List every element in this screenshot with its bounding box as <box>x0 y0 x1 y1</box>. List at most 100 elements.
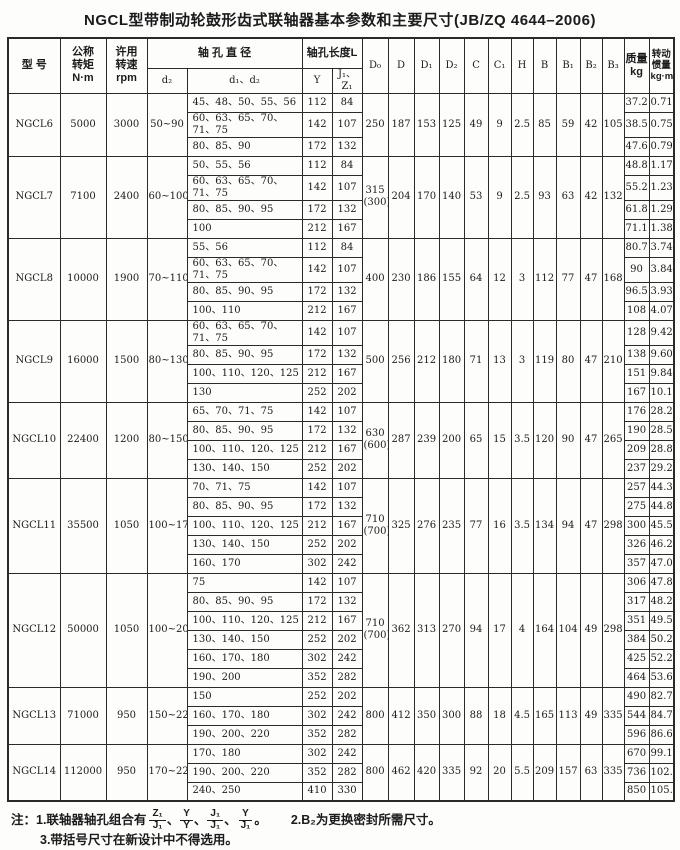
bore-list-cell: 80、85、90、95 <box>186 420 303 441</box>
dim-value-cell: 63 <box>555 155 581 239</box>
model-cell: NGCL6 <box>7 92 61 157</box>
mass-cell: 108 <box>623 300 650 321</box>
length-J1Z1-cell: 282 <box>331 667 363 688</box>
length-J1Z1-cell: 107 <box>331 401 363 422</box>
mass-cell: 90 <box>623 256 650 283</box>
dim-value-cell: 287 <box>387 401 415 479</box>
dim-value-cell: 298 <box>601 477 625 574</box>
length-J1Z1-cell: 202 <box>331 534 363 555</box>
length-Y-cell: 302 <box>301 553 333 574</box>
bore-list-cell: 160、170、180 <box>186 705 303 726</box>
length-J1Z1-cell: 107 <box>331 477 363 498</box>
torque-cell: 35500 <box>59 477 107 574</box>
dim-value-cell: 47 <box>579 319 603 403</box>
length-J1Z1-cell: 84 <box>331 155 363 176</box>
torque-cell: 50000 <box>59 572 107 688</box>
mass-cell: 37.2 <box>623 92 650 113</box>
dim-value-cell: 5.5 <box>510 743 534 802</box>
col-header-dim-D: D <box>387 37 415 94</box>
mass-cell: 596 <box>623 724 650 745</box>
dim-value-cell: 276 <box>413 477 440 574</box>
dim-value-cell: 53 <box>463 155 489 239</box>
dim-value-cell: 204 <box>387 155 415 239</box>
bore-list-cell: 80、85、90、95 <box>186 591 303 612</box>
inertia-cell: 44.309 <box>648 477 675 498</box>
model-cell: NGCL9 <box>7 319 61 403</box>
inertia-cell: 44.825 <box>648 496 675 517</box>
dim-value-cell: 42 <box>579 92 603 157</box>
table-row: NGCL6 5000 3000 50~90 45、48、50、55、56 112 84 250… <box>7 92 675 157</box>
bore-combination-fraction: Z₁ J₁ <box>149 808 166 831</box>
inertia-cell: 29.248 <box>648 458 675 479</box>
note-3: 3.带括号尺寸在新设计中不得选用。 <box>40 833 238 847</box>
bore-list-cell: 60、63、65、70、71、75 <box>186 319 303 346</box>
dim-value-cell: 313 <box>413 572 440 688</box>
col-header-dim-H: H <box>510 37 534 94</box>
model-cell: NGCL12 <box>7 572 61 688</box>
table-row: NGCL1371000950150~2201502522028004123503… <box>7 686 675 745</box>
bore-list-cell: 75 <box>186 572 303 593</box>
dim-value-cell: 630 (600) <box>361 401 389 479</box>
model-cell: NGCL10 <box>7 401 61 479</box>
dim-value-cell: 49 <box>463 92 489 157</box>
coupling-parameters-table: 型 号公称 转矩 N·m 许用 转速 rpm 轴 孔 直 径轴孔长度L D₀ D D₁ D₂… <box>7 37 676 802</box>
length-Y-cell: 302 <box>301 648 333 669</box>
mass-cell: 317 <box>623 591 650 612</box>
note-1: 注：1.联轴器轴孔组合有 Z₁ J₁、 Y Y、 J₁ J₁、 Y J₁。 2.B₂为更换密封… <box>11 808 673 831</box>
dim-value-cell: 170 <box>413 155 440 239</box>
col-header-dim-B1: B₁ <box>555 37 581 94</box>
mass-cell: 128 <box>623 319 650 346</box>
dim-value-cell: 90 <box>555 401 581 479</box>
bore-list-cell: 150 <box>186 686 303 707</box>
d2-range-cell: 100~170 <box>146 477 188 574</box>
torque-cell: 22400 <box>59 401 107 479</box>
inertia-cell: 50.25 <box>648 629 675 650</box>
length-J1Z1-cell: 282 <box>331 762 363 783</box>
bore-list-cell: 160、170 <box>186 553 303 574</box>
speed-cell: 1200 <box>105 401 148 479</box>
inertia-cell: 10.109 <box>648 382 675 403</box>
length-Y-cell: 142 <box>301 477 333 498</box>
dim-value-cell: 168 <box>601 237 625 321</box>
mass-cell: 71.1 <box>623 218 650 239</box>
length-Y-cell: 142 <box>301 319 333 346</box>
d2-range-cell: 80~130 <box>146 319 188 403</box>
dim-value-cell: 49 <box>579 686 603 745</box>
speed-cell: 1050 <box>105 572 148 688</box>
bore-list-cell: 100、110、120、125 <box>186 610 303 631</box>
inertia-cell: 9.605 <box>648 344 675 365</box>
inertia-cell: 1.17 <box>648 155 675 176</box>
col-header-speed: 许用 转速 rpm <box>105 37 148 94</box>
inertia-cell: 99.1 <box>648 743 675 764</box>
mass-cell: 96.5 <box>623 281 650 302</box>
col-header-d1d2: d₁、d₂ <box>186 67 303 94</box>
length-J1Z1-cell: 107 <box>331 111 363 138</box>
dim-value-cell: 500 <box>361 319 389 403</box>
mass-cell: 55.2 <box>623 174 650 201</box>
length-J1Z1-cell: 132 <box>331 591 363 612</box>
dim-value-cell: 265 <box>601 401 625 479</box>
length-Y-cell: 212 <box>301 300 333 321</box>
bore-list-cell: 130、140、150 <box>186 534 303 555</box>
dim-value-cell: 4 <box>510 572 534 688</box>
dim-value-cell: 335 <box>601 743 625 802</box>
bore-list-cell: 100、110、120、125 <box>186 363 303 384</box>
mass-cell: 190 <box>623 420 650 441</box>
dim-value-cell: 49 <box>579 572 603 688</box>
table-header: 型 号公称 转矩 N·m 许用 转速 rpm 轴 孔 直 径轴孔长度L D₀ D D₁ D₂… <box>7 37 675 94</box>
mass-cell: 38.5 <box>623 111 650 138</box>
dim-value-cell: 64 <box>463 237 489 321</box>
dim-value-cell: 47 <box>579 477 603 574</box>
d2-range-cell: 60~100 <box>146 155 188 239</box>
dim-value-cell: 164 <box>532 572 557 688</box>
bore-list-cell: 65、70、71、75 <box>186 401 303 422</box>
bore-list-cell: 130、140、150 <box>186 458 303 479</box>
d2-range-cell: 50~90 <box>146 92 188 157</box>
inertia-cell: 28.879 <box>648 439 675 460</box>
length-Y-cell: 142 <box>301 256 333 283</box>
bore-list-cell: 80、85、90、95 <box>186 199 303 220</box>
inertia-cell: 3.841 <box>648 256 675 283</box>
dim-value-cell: 3.5 <box>510 401 534 479</box>
